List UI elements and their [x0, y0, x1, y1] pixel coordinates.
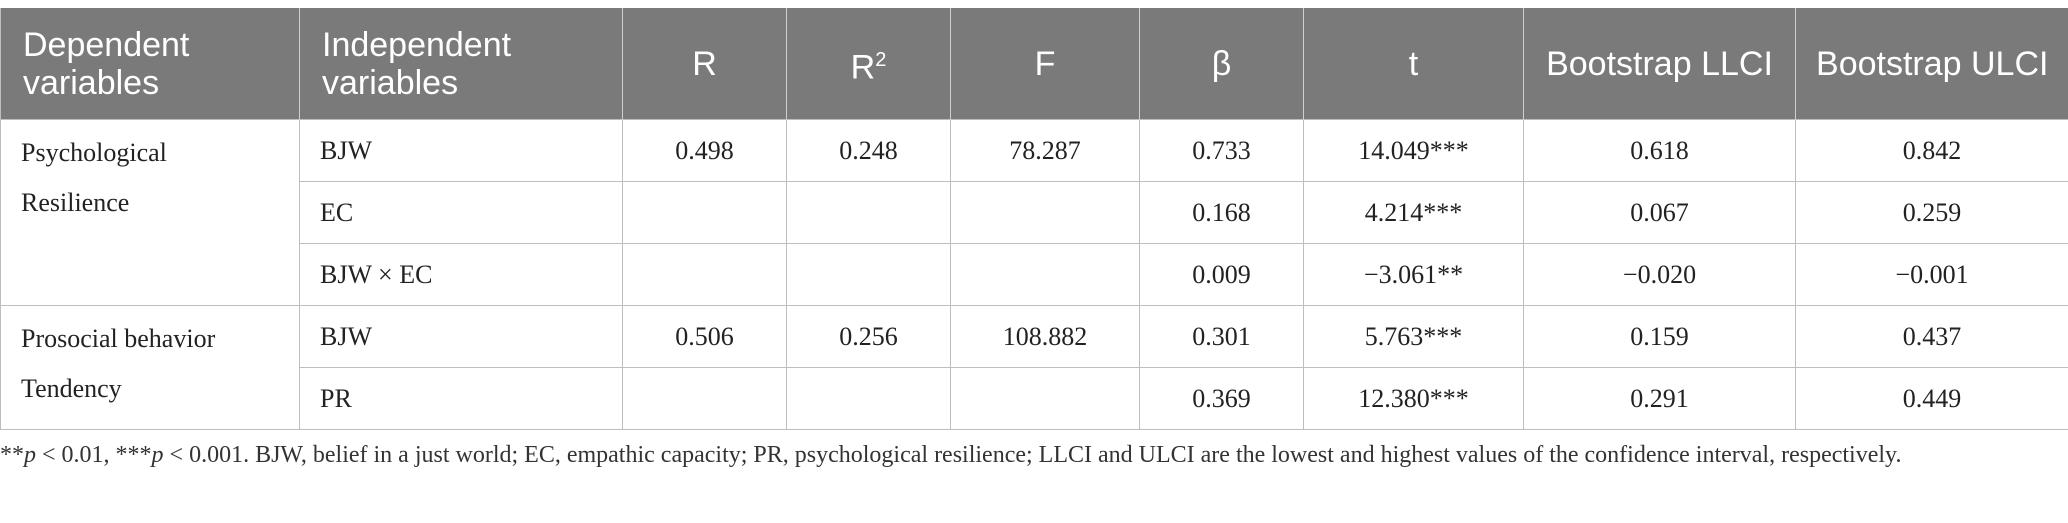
t-cell: 5.763*** — [1303, 305, 1524, 368]
r2-cell — [786, 243, 951, 306]
f-cell — [950, 181, 1140, 244]
independent-variable-cell: BJW × EC — [299, 243, 623, 306]
t-cell: 14.049*** — [1303, 119, 1524, 182]
table-row: EC 0.168 4.214*** 0.067 0.259 — [1, 181, 2068, 244]
f-cell: 78.287 — [950, 119, 1140, 182]
independent-variable-cell: BJW — [299, 119, 623, 182]
ulci-cell: 0.842 — [1795, 119, 2068, 182]
r2-cell — [786, 181, 951, 244]
independent-variable-cell: PR — [299, 367, 623, 430]
header-r-squared: R2 — [786, 8, 951, 120]
llci-cell: 0.067 — [1523, 181, 1796, 244]
header-dependent: Dependent variables — [0, 8, 300, 120]
results-table-container: Dependent variables Independent variable… — [0, 8, 2068, 430]
r-cell — [622, 181, 787, 244]
r-cell — [622, 243, 787, 306]
footnote-p-symbol-1: p — [24, 442, 36, 468]
regression-table: Dependent variables Independent variable… — [0, 8, 2068, 430]
r-cell — [622, 367, 787, 430]
ulci-cell: 0.259 — [1795, 181, 2068, 244]
table-footnote: **p < 0.01, ***p < 0.001. BJW, belief in… — [0, 438, 2050, 472]
t-cell: −3.061** — [1303, 243, 1524, 306]
header-r2-superscript: 2 — [875, 48, 887, 71]
llci-cell: 0.291 — [1523, 367, 1796, 430]
t-cell: 4.214*** — [1303, 181, 1524, 244]
beta-cell: 0.369 — [1139, 367, 1304, 430]
header-llci: Bootstrap LLCI — [1523, 8, 1796, 120]
dependent-variable-cell: Psychological Resilience — [0, 119, 300, 306]
header-beta: β — [1139, 8, 1304, 120]
r2-cell: 0.256 — [786, 305, 951, 368]
independent-variable-cell: EC — [299, 181, 623, 244]
r2-cell: 0.248 — [786, 119, 951, 182]
footnote-p-symbol-2: p — [151, 442, 164, 468]
independent-variable-cell: BJW — [299, 305, 623, 368]
header-r: R — [622, 8, 787, 120]
dependent-variable-cell: Prosocial behavior Tendency — [0, 305, 300, 430]
header-f: F — [950, 8, 1140, 120]
table-row: PR 0.369 12.380*** 0.291 0.449 — [1, 367, 2068, 430]
t-cell: 12.380*** — [1303, 367, 1524, 430]
header-r2-base: R — [850, 48, 876, 87]
r-cell: 0.498 — [622, 119, 787, 182]
ulci-cell: −0.001 — [1795, 243, 2068, 306]
ulci-cell: 0.449 — [1795, 367, 2068, 430]
table-row: Prosocial behavior Tendency BJW 0.506 0.… — [0, 305, 2068, 430]
llci-cell: 0.159 — [1523, 305, 1796, 368]
beta-cell: 0.009 — [1139, 243, 1304, 306]
beta-cell: 0.168 — [1139, 181, 1304, 244]
footnote-text: < 0.001. BJW, belief in a just world; EC… — [163, 442, 1902, 468]
f-cell — [950, 367, 1140, 430]
beta-cell: 0.733 — [1139, 119, 1304, 182]
header-independent: Independent variables — [299, 8, 623, 120]
table-header-row: Dependent variables Independent variable… — [0, 8, 2068, 120]
f-cell: 108.882 — [950, 305, 1140, 368]
llci-cell: 0.618 — [1523, 119, 1796, 182]
header-t: t — [1303, 8, 1524, 120]
f-cell — [950, 243, 1140, 306]
header-ulci: Bootstrap ULCI — [1795, 8, 2068, 120]
footnote-threshold-1: < 0.01, *** — [36, 442, 152, 468]
r2-cell — [786, 367, 951, 430]
table-row: Psychological Resilience BJW 0.498 0.248… — [0, 119, 2068, 306]
ulci-cell: 0.437 — [1795, 305, 2068, 368]
beta-cell: 0.301 — [1139, 305, 1304, 368]
r-cell: 0.506 — [622, 305, 787, 368]
table-row: BJW × EC 0.009 −3.061** −0.020 −0.001 — [1, 243, 2068, 306]
llci-cell: −0.020 — [1523, 243, 1796, 306]
footnote-marker-1: ** — [0, 442, 24, 468]
